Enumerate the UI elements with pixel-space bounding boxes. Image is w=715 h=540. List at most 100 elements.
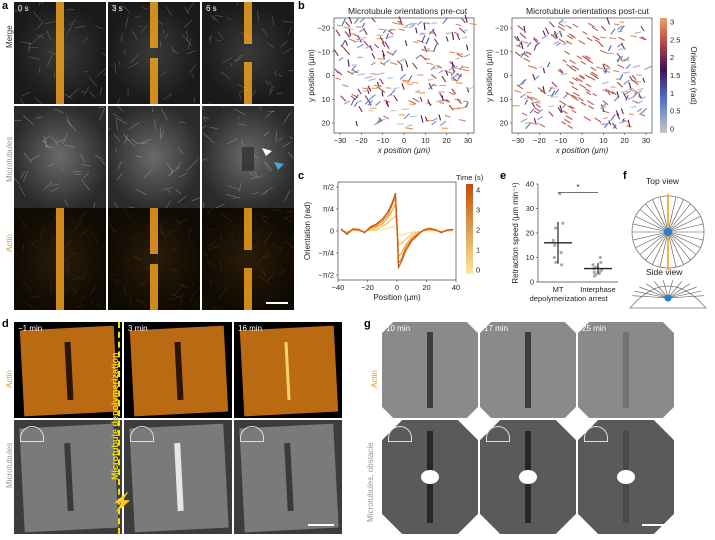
panel-d-sample: [239, 325, 339, 417]
orientation-segment: [588, 22, 595, 28]
panel-c-label: c: [298, 170, 305, 182]
panel-c-legend-title: Time (s): [456, 173, 484, 182]
orientation-segment: [571, 94, 578, 99]
orientation-segment: [516, 36, 521, 42]
orientation-segment: [637, 108, 643, 113]
panel-g-cell-icon: [584, 426, 608, 442]
orientation-segment: [450, 70, 456, 77]
orientation-segment: [518, 51, 527, 56]
orientation-segment: [378, 28, 386, 31]
orientation-segment: [415, 89, 421, 94]
side-microtubule: [632, 295, 669, 299]
orientation-segment: [381, 49, 386, 57]
orientation-segment: [445, 36, 449, 42]
orientation-segment: [405, 127, 413, 130]
panel-g-row-microtubules: Microtubules, obstacle: [366, 442, 375, 522]
orientation-segment: [438, 114, 442, 121]
orientation-segment: [412, 97, 420, 103]
orientation-segment: [630, 89, 638, 93]
panel-b-title-pre: Microtubule orientations pre-cut: [348, 6, 468, 16]
panel-a-image-r0-c2: 6 s: [202, 2, 294, 104]
panel-g-obstacle: [617, 470, 635, 484]
orientation-segment: [612, 69, 620, 73]
panel-d-band: [174, 342, 184, 401]
orientation-segment: [532, 100, 541, 104]
orientation-segment: [357, 88, 362, 95]
orientation-segment: [448, 104, 454, 111]
orientation-segment: [554, 31, 562, 35]
orientation-segment: [611, 122, 618, 130]
microtubule-ray: [667, 231, 691, 261]
orientation-segment: [357, 73, 366, 76]
side-microtubule: [667, 290, 702, 299]
orientation-segment: [533, 37, 539, 42]
orientation-segment: [640, 107, 648, 114]
panel-b-y-tick-label: 0: [504, 71, 508, 80]
orientation-segment: [370, 62, 376, 66]
orientation-segment: [533, 75, 540, 81]
orientation-segment: [451, 107, 460, 110]
orientation-segment: [393, 94, 399, 102]
panel-e-point: [554, 260, 558, 264]
panel-d-cell-icon: [240, 426, 264, 442]
orientation-segment: [533, 110, 539, 115]
panel-b-y-axis-label: y position (µm): [307, 49, 316, 102]
orientation-segment: [355, 26, 362, 28]
orientation-segment: [607, 89, 614, 95]
side-microtubule: [667, 286, 697, 299]
orientation-segment: [396, 22, 404, 26]
panel-a-texture: [208, 2, 294, 104]
actin-band-bottom: [150, 58, 158, 104]
orientation-segment: [623, 90, 632, 96]
panel-g-image-r0-c2: 25 min: [578, 322, 674, 418]
orientation-segment: [602, 70, 611, 73]
orientation-segment: [546, 61, 551, 68]
orientation-segment: [515, 51, 521, 57]
orientation-segment: [608, 37, 616, 40]
orientation-segment: [611, 90, 617, 96]
orientation-segment: [369, 94, 376, 100]
orientation-segment: [463, 100, 469, 103]
orientation-segment: [429, 31, 435, 35]
side-microtubule: [667, 283, 691, 299]
panel-e-y-tick-label: 30: [526, 204, 534, 213]
orientation-segment: [381, 41, 386, 47]
panel-a-image-r2-c2: [202, 208, 294, 310]
orientation-segment: [618, 36, 625, 41]
orientation-segment: [456, 98, 462, 105]
actin-band-top: [150, 2, 158, 48]
microtubule-ray: [667, 216, 701, 233]
panel-e-point: [551, 238, 555, 242]
orientation-segment: [601, 104, 605, 112]
orientation-segment: [585, 88, 591, 93]
panel-a-texture: [14, 106, 106, 208]
orientation-segment: [594, 39, 601, 44]
orientation-segment: [358, 105, 363, 113]
orientation-segment: [403, 113, 411, 120]
orientation-segment: [623, 79, 630, 86]
orientation-segment: [466, 44, 469, 51]
panel-b-y-tick-label: 10: [322, 95, 330, 104]
panel-a-texture: [108, 106, 200, 208]
orientation-segment: [644, 65, 652, 71]
orientation-segment: [433, 43, 438, 52]
orientation-segment: [598, 41, 604, 48]
panel-b-title-post: Microtubule orientations post-cut: [526, 6, 649, 16]
orientation-segment: [632, 65, 641, 68]
orientation-segment: [566, 63, 573, 69]
side-microtubule: [667, 281, 683, 299]
orientation-segment: [572, 77, 579, 82]
orientation-segment: [591, 71, 599, 77]
orientation-segment: [340, 95, 347, 102]
orientation-segment: [515, 44, 522, 48]
panel-a-time-2: 6 s: [206, 4, 217, 13]
panel-f-schematic: [629, 194, 707, 309]
orientation-segment: [603, 63, 610, 69]
panel-c-x-tick-label: 40: [452, 283, 460, 292]
orientation-segment: [412, 62, 418, 70]
panel-d-image-r0-c1: 3 min: [124, 322, 232, 418]
orientation-segment: [348, 38, 356, 42]
panel-a-texture: [108, 208, 197, 310]
orientation-segment: [428, 28, 435, 35]
